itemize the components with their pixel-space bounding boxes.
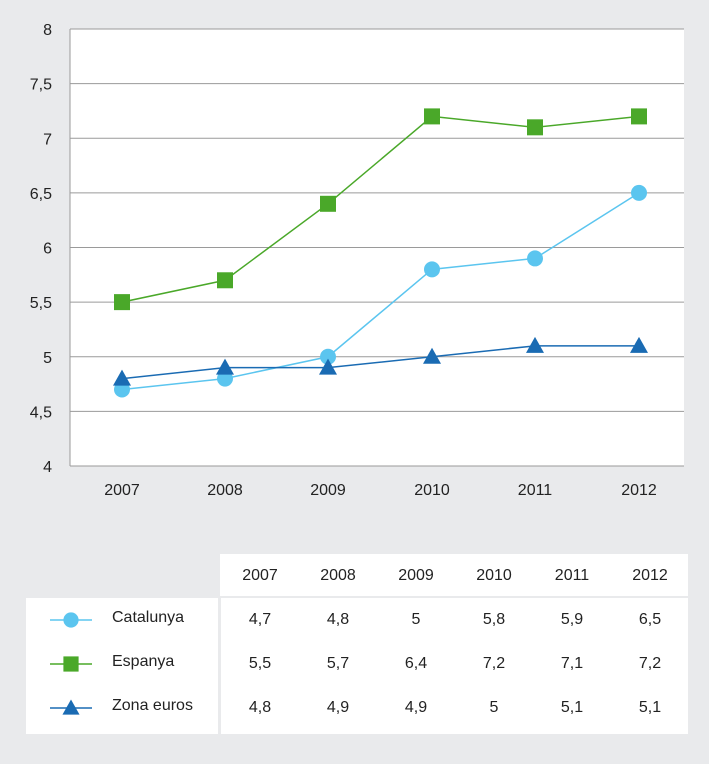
table-header-year: 2008	[320, 567, 356, 584]
legend-item-espanya: Espanya	[26, 642, 218, 686]
data-point-espanya	[217, 272, 233, 289]
y-tick-label: 5,5	[30, 295, 52, 312]
table-cell: 5,1	[560, 699, 584, 716]
table-cell: 6,5	[638, 611, 662, 628]
table-cell: 4,7	[248, 611, 272, 628]
table-header-year: 2010	[476, 567, 512, 584]
table-header: 2007 2008 2009 2010 2011 2012	[220, 554, 688, 596]
table-cell: 5,1	[638, 699, 662, 716]
table-header-year: 2007	[242, 567, 278, 584]
legend-label: Espanya	[112, 653, 175, 670]
legend-marker	[62, 699, 80, 715]
square-marker-icon	[50, 656, 92, 672]
legend-label: Zona euros	[112, 697, 193, 714]
legend-label: Catalunya	[112, 609, 185, 626]
y-tick-label: 7,5	[30, 77, 52, 94]
table-cell: 4,8	[248, 699, 272, 716]
data-point-zona-euros	[319, 358, 337, 375]
data-point-catalunya	[424, 261, 440, 278]
table-body: 4,7 4,8 5 5,8 5,9 6,5 5,5 5,7 6,4 7,2 7,1 7,2 4,8 4,9…	[221, 598, 688, 734]
data-point-catalunya	[527, 250, 543, 267]
y-tick-label: 7	[43, 131, 52, 148]
series-line-catalunya	[121, 192, 640, 391]
data-point-espanya	[527, 119, 543, 136]
data-point-espanya	[320, 195, 336, 212]
table-cell: 5,9	[560, 611, 584, 628]
table-cell: 4,9	[326, 699, 350, 716]
x-tick-label: 2009	[310, 482, 346, 499]
table-cell: 5,5	[248, 655, 272, 672]
x-tick-label: 2010	[414, 482, 450, 499]
data-point-zona-euros	[526, 336, 544, 353]
x-tick-label: 2011	[518, 482, 553, 499]
data-point-zona-euros	[423, 347, 441, 364]
data-point-espanya	[424, 108, 440, 125]
table-cell: 4,8	[326, 611, 350, 628]
y-tick-label: 4,5	[30, 404, 52, 421]
table-header-year: 2012	[632, 567, 668, 584]
table-cell: 7,2	[638, 655, 662, 672]
data-point-catalunya	[320, 348, 336, 365]
table-cell: 5,7	[326, 655, 350, 672]
legend-marker	[63, 656, 79, 672]
series-line-espanya	[121, 115, 640, 303]
x-tick-label: 2007	[104, 482, 140, 499]
data-point-espanya	[114, 294, 130, 311]
y-tick-label: 5	[43, 350, 52, 367]
y-tick-label: 6	[43, 241, 52, 258]
table-header-year: 2011	[554, 567, 590, 584]
legend-marker	[63, 612, 79, 628]
table-cell: 4,9	[404, 699, 428, 716]
table-cell: 6,4	[404, 655, 428, 672]
line-chart: 4 4,5 5 5,5 6 6,5 7 7,5 8 2007 2008 2009 2010 2011 201…	[30, 22, 684, 499]
y-tick-label: 6,5	[30, 186, 52, 203]
y-tick-label: 8	[43, 22, 52, 39]
x-tick-label: 2008	[207, 482, 243, 499]
y-tick-label: 4	[43, 459, 52, 476]
table-cell: 5	[489, 699, 499, 716]
table-cell: 7,2	[482, 655, 506, 672]
data-point-zona-euros	[216, 358, 234, 375]
legend-item-zona-euros: Zona euros	[26, 686, 218, 730]
data-point-zona-euros	[630, 336, 648, 353]
circle-marker-icon	[50, 612, 92, 628]
table-cell: 7,1	[560, 655, 584, 672]
data-point-catalunya	[631, 184, 647, 201]
triangle-marker-icon	[50, 699, 92, 715]
table-header-year: 2009	[398, 567, 434, 584]
x-tick-label: 2012	[621, 482, 657, 499]
table-cell: 5	[411, 611, 421, 628]
data-point-zona-euros	[113, 369, 131, 386]
table-legend-column: Catalunya Espanya Zona euros	[26, 598, 218, 734]
data-point-espanya	[631, 108, 647, 125]
legend-item-catalunya: Catalunya	[26, 598, 218, 642]
series-line-zona-euros	[121, 345, 639, 380]
table-cell: 5,8	[482, 611, 506, 628]
